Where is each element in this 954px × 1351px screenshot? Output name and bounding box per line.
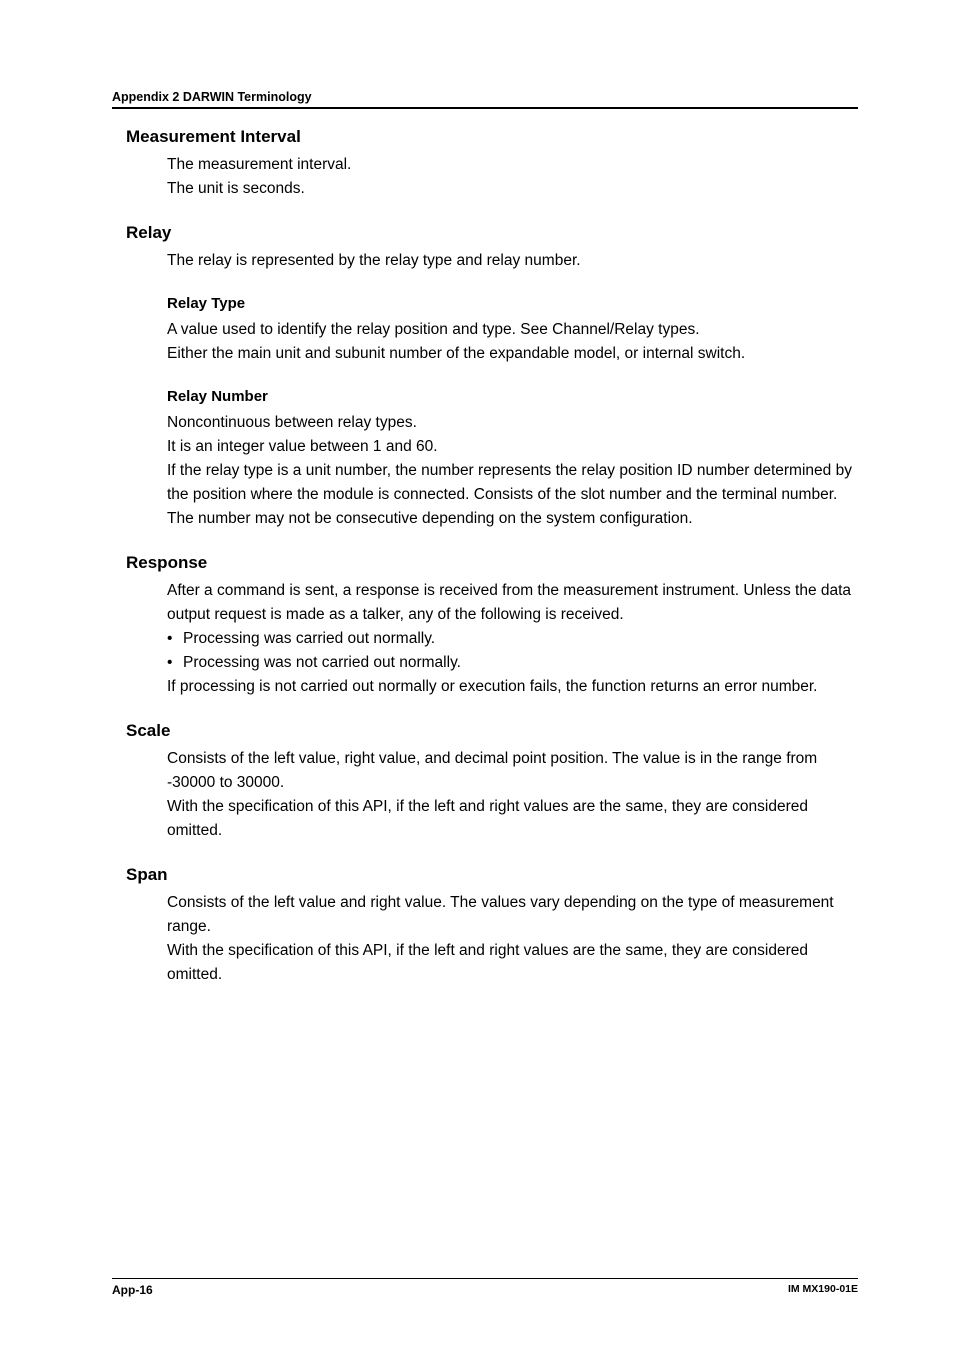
body-text: Noncontinuous between relay types. xyxy=(167,411,858,435)
bullet-item: •Processing was carried out normally. xyxy=(167,627,858,651)
body-text: If processing is not carried out normall… xyxy=(167,675,858,699)
body-text: Consists of the left value and right val… xyxy=(167,891,858,939)
page: Appendix 2 DARWIN Terminology Measuremen… xyxy=(0,0,954,1351)
body-text: After a command is sent, a response is r… xyxy=(167,579,858,627)
page-footer: App-16 IM MX190-01E xyxy=(112,1278,858,1297)
heading-measurement-interval: Measurement Interval xyxy=(126,127,858,147)
doc-code: IM MX190-01E xyxy=(788,1283,858,1295)
body-text: Consists of the left value, right value,… xyxy=(167,747,858,795)
body-text: The measurement interval. xyxy=(167,153,858,177)
heading-span: Span xyxy=(126,865,858,885)
running-head: Appendix 2 DARWIN Terminology xyxy=(112,90,858,109)
body-text: Either the main unit and subunit number … xyxy=(167,342,858,366)
bullet-text: Processing was carried out normally. xyxy=(183,630,435,647)
body-text: A value used to identify the relay posit… xyxy=(167,318,858,342)
bullet-item: •Processing was not carried out normally… xyxy=(167,651,858,675)
heading-response: Response xyxy=(126,553,858,573)
body-text: If the relay type is a unit number, the … xyxy=(167,459,858,531)
body-text: The relay is represented by the relay ty… xyxy=(167,249,858,273)
bullet-icon: • xyxy=(167,651,183,675)
heading-relay: Relay xyxy=(126,223,858,243)
heading-relay-type: Relay Type xyxy=(167,295,858,312)
page-number: App-16 xyxy=(112,1283,153,1297)
body-text: With the specification of this API, if t… xyxy=(167,795,858,843)
body-text: It is an integer value between 1 and 60. xyxy=(167,435,858,459)
bullet-icon: • xyxy=(167,627,183,651)
body-text: With the specification of this API, if t… xyxy=(167,939,858,987)
heading-scale: Scale xyxy=(126,721,858,741)
heading-relay-number: Relay Number xyxy=(167,388,858,405)
body-text: The unit is seconds. xyxy=(167,177,858,201)
bullet-text: Processing was not carried out normally. xyxy=(183,654,461,671)
